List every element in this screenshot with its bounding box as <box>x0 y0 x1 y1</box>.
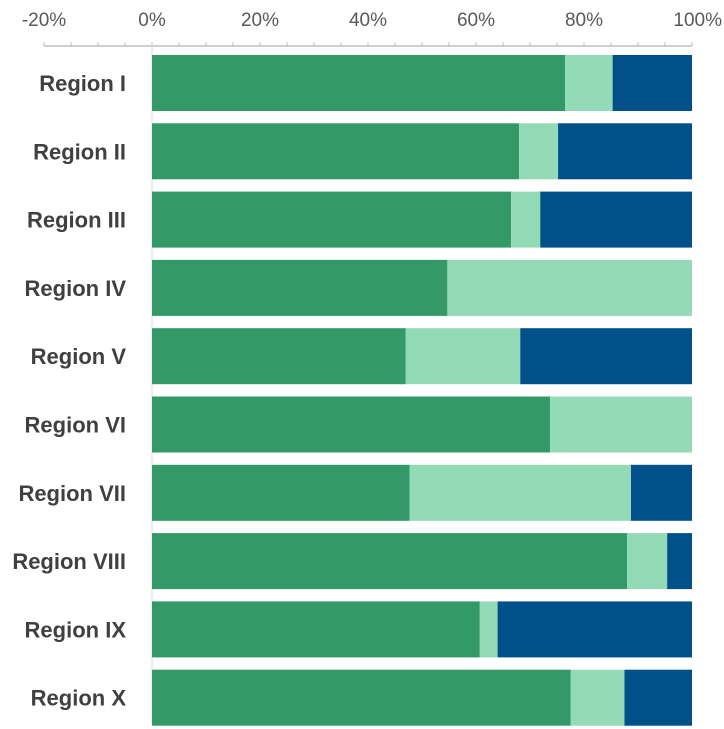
x-tick-label: -20% <box>22 10 66 31</box>
bar-segment <box>519 123 559 180</box>
bar-segment <box>520 328 692 385</box>
bar-segment <box>612 55 692 111</box>
bar-segment <box>667 533 692 590</box>
x-tick-label: 80% <box>565 10 603 31</box>
bars <box>152 55 692 726</box>
bar-segment <box>152 464 410 521</box>
bar-segment <box>405 328 521 385</box>
category-labels: Region I Region II Region III Region IV Regi… <box>12 71 126 711</box>
bar-segment <box>152 123 520 180</box>
bar-segment <box>624 669 692 726</box>
category-label: Region IV <box>25 276 127 301</box>
bar-segment <box>447 259 692 316</box>
bar-segment <box>152 191 512 248</box>
bar-segment <box>152 328 406 385</box>
bar-segment <box>152 533 628 590</box>
x-tick-label: 60% <box>457 10 495 31</box>
x-tick-label: 0% <box>138 10 166 31</box>
bar-segment <box>479 601 498 658</box>
bar-segment <box>152 259 448 316</box>
bar-segment <box>558 123 692 180</box>
category-label: Region II <box>33 139 126 164</box>
category-label: Region I <box>39 71 126 96</box>
category-label: Region III <box>27 208 126 233</box>
bar-segment <box>497 601 692 658</box>
bar-segment <box>549 396 692 453</box>
x-tick-label: 40% <box>349 10 387 31</box>
x-tick-label: 100% <box>673 10 722 31</box>
bar-segment <box>152 55 566 111</box>
bar-segment <box>152 396 550 453</box>
bar-segment <box>152 601 480 658</box>
category-label: Region VIII <box>12 549 126 574</box>
category-label: Region X <box>31 686 127 711</box>
bar-segment <box>540 191 692 248</box>
bar-segment <box>627 533 668 590</box>
category-label: Region V <box>31 344 127 369</box>
bar-segment <box>152 669 571 726</box>
x-tick-label: 20% <box>241 10 279 31</box>
bar-segment <box>511 191 541 248</box>
category-label: Region VII <box>18 481 126 506</box>
bar-segment <box>409 464 631 521</box>
category-label: Region VI <box>25 413 126 438</box>
bar-segment <box>570 669 625 726</box>
category-label: Region IX <box>25 617 127 642</box>
bar-segment <box>565 55 613 111</box>
bar-segment <box>630 464 692 521</box>
